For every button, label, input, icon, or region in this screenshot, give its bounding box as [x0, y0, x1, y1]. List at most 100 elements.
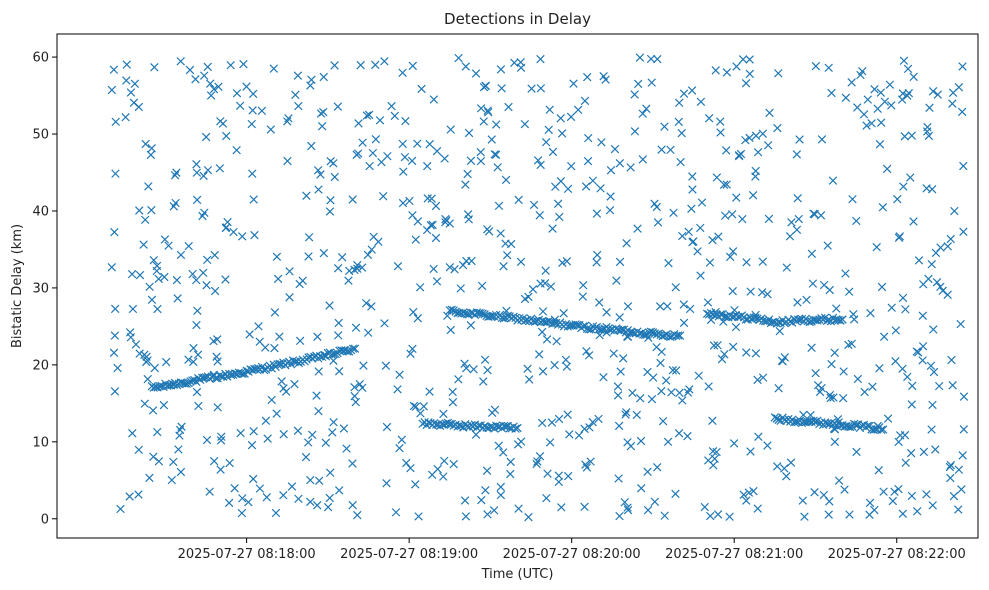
scatter-point — [720, 350, 729, 359]
scatter-point — [109, 348, 119, 357]
scatter-point — [476, 156, 486, 166]
scatter-point — [618, 354, 628, 363]
scatter-point — [747, 314, 757, 324]
scatter-point — [301, 452, 311, 462]
scatter-point — [957, 107, 967, 117]
scatter-point — [409, 401, 419, 411]
scatter-point — [398, 139, 407, 149]
scatter-point — [865, 510, 874, 519]
scatter-point — [636, 436, 646, 446]
scatter-point — [476, 104, 486, 113]
scatter-point — [746, 287, 755, 296]
scatter-point — [448, 387, 457, 397]
scatter-point — [121, 112, 130, 122]
scatter-point — [859, 110, 869, 119]
scatter-point — [408, 61, 418, 71]
scatter-point — [586, 457, 595, 466]
scatter-point — [506, 457, 515, 467]
scatter-point — [630, 127, 640, 136]
scatter-point — [738, 214, 747, 224]
scatter-point — [674, 429, 684, 438]
scatter-point — [239, 59, 248, 69]
scatter-point — [887, 101, 896, 110]
scatter-point — [283, 156, 292, 166]
scatter-point — [866, 308, 875, 318]
scatter-point — [722, 68, 732, 77]
scatter-point — [478, 309, 487, 318]
scatter-point — [731, 322, 741, 332]
scatter-point — [709, 461, 718, 470]
scatter-point — [160, 235, 170, 244]
scatter-point — [232, 145, 241, 155]
scatter-point — [824, 510, 833, 519]
scatter-point — [223, 217, 232, 227]
scatter-point — [558, 258, 567, 267]
scatter-point — [113, 363, 122, 373]
scatter-point — [464, 128, 474, 138]
scatter-point — [537, 327, 547, 337]
scatter-point — [302, 191, 311, 200]
scatter-point — [912, 507, 922, 516]
scatter-point — [454, 53, 463, 63]
scatter-point — [712, 173, 722, 182]
scatter-point — [314, 406, 323, 416]
scatter-point — [527, 84, 536, 93]
scatter-point — [541, 266, 550, 275]
scatter-point — [312, 391, 321, 400]
scatter-point — [899, 182, 908, 191]
scatter-point — [314, 476, 324, 485]
scatter-point — [559, 308, 568, 318]
scatter-point — [623, 503, 632, 512]
scatter-point — [928, 501, 937, 510]
scatter-point — [671, 283, 680, 292]
scatter-point — [601, 75, 610, 84]
scatter-point — [189, 343, 198, 353]
scatter-point — [314, 367, 323, 376]
scatter-point — [656, 358, 665, 368]
scatter-point — [319, 72, 328, 82]
scatter-point — [224, 498, 234, 508]
x-tick-label: 2025-07-27 08:18:00 — [178, 547, 316, 562]
scatter-point — [643, 505, 653, 515]
scatter-point — [891, 326, 901, 335]
scatter-point — [538, 307, 548, 316]
scatter-point — [562, 362, 572, 371]
scatter-point — [261, 416, 271, 425]
scatter-point — [235, 101, 245, 111]
scatter-point — [817, 135, 827, 144]
scatter-point — [553, 199, 563, 209]
scatter-point — [614, 421, 624, 431]
scatter-point — [439, 472, 448, 481]
scatter-point — [763, 441, 772, 450]
scatter-point — [728, 342, 738, 352]
scatter-point — [199, 171, 208, 181]
scatter-point — [449, 459, 458, 469]
scatter-point — [924, 274, 933, 284]
scatter-point — [563, 410, 572, 419]
scatter-point — [312, 501, 322, 510]
scatter-point — [192, 275, 201, 285]
scatter-point — [669, 208, 678, 218]
scatter-point — [242, 82, 251, 91]
scatter-point — [714, 232, 723, 241]
scatter-point — [304, 233, 314, 242]
scatter-point — [548, 224, 557, 233]
scatter-point — [753, 375, 762, 385]
scatter-point — [173, 294, 182, 303]
scatter-point — [542, 493, 551, 503]
scatter-point — [149, 452, 158, 461]
scatter-point — [775, 326, 784, 336]
scatter-point — [365, 161, 374, 171]
scatter-point — [907, 491, 917, 501]
scatter-point — [494, 441, 503, 450]
scatter-point — [348, 459, 357, 468]
scatter-marks — [107, 53, 969, 522]
scatter-point — [406, 349, 415, 358]
scatter-point — [832, 304, 841, 313]
scatter-point — [554, 471, 563, 480]
scatter-point — [777, 356, 787, 365]
scatter-point — [269, 64, 279, 73]
scatter-point — [380, 56, 389, 66]
scatter-point — [110, 227, 119, 237]
scatter-point — [374, 237, 383, 247]
